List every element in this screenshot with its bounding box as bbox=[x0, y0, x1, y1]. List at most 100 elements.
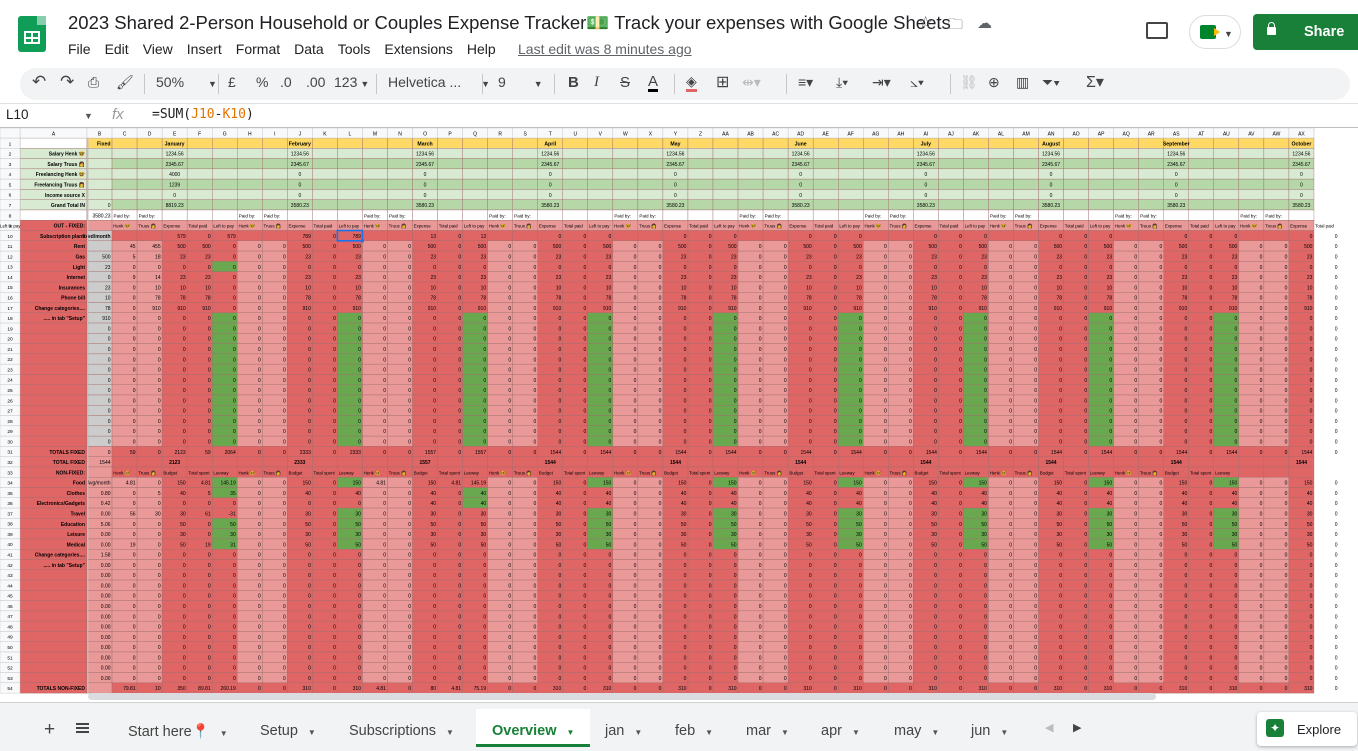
income-value: 1234.56 bbox=[917, 152, 935, 158]
cell bbox=[1263, 168, 1290, 180]
text-rotate-icon[interactable]: ⦣▾ bbox=[910, 74, 924, 90]
fixed-value: 0 bbox=[809, 265, 812, 271]
sheets-logo-icon[interactable] bbox=[18, 16, 46, 52]
font-select[interactable]: Helvetica ... ▼ bbox=[388, 74, 491, 90]
document-title[interactable]: 2023 Shared 2-Person Household or Couple… bbox=[68, 12, 951, 33]
menu-data[interactable]: Data bbox=[294, 41, 324, 57]
align-icon[interactable]: ≡▾ bbox=[798, 74, 814, 90]
nonfixed-value: 0 bbox=[1009, 583, 1012, 589]
nonfixed-value: 0 bbox=[959, 573, 962, 579]
nonfixed-value: 0 bbox=[383, 594, 386, 600]
fixed-value: 0 bbox=[909, 265, 912, 271]
fixed-value: 0 bbox=[508, 440, 511, 446]
menu-help[interactable]: Help bbox=[466, 41, 496, 57]
totals-nonfixed-value: 4.81 bbox=[376, 686, 386, 692]
menu-insert[interactable]: Insert bbox=[186, 41, 222, 57]
nonfixed-value: 0 bbox=[809, 604, 812, 610]
cell bbox=[1188, 189, 1215, 200]
fixed-value: 0 bbox=[584, 378, 587, 384]
cell bbox=[938, 189, 964, 200]
fixed-value: 0 bbox=[959, 347, 962, 353]
filter-icon[interactable]: ⏷▾ bbox=[1042, 74, 1061, 90]
fixed-value: 0 bbox=[558, 265, 561, 271]
chevron-down-icon[interactable]: ▼ bbox=[84, 111, 93, 121]
nonfixed-value: 0 bbox=[458, 511, 461, 517]
paint-format-icon[interactable]: 🖌 bbox=[116, 74, 134, 90]
more-formats-button[interactable]: 123 ▼ bbox=[334, 74, 370, 90]
formula-input[interactable]: =SUM(J10-K10) bbox=[152, 107, 254, 122]
italic-button[interactable]: I bbox=[594, 74, 599, 90]
cell bbox=[1013, 456, 1039, 468]
fixed-value: 0 bbox=[634, 296, 637, 302]
merge-cells-icon[interactable]: ⇹▾ bbox=[742, 74, 761, 90]
nonfixed-value: 0 bbox=[158, 666, 161, 672]
bold-button[interactable]: B bbox=[568, 74, 579, 91]
cell bbox=[337, 456, 363, 468]
cell bbox=[938, 148, 964, 159]
fixed-value: 10 bbox=[556, 285, 562, 291]
nonfixed-value: 0 bbox=[759, 645, 762, 651]
income-value: 1234.56 bbox=[166, 152, 184, 158]
cell bbox=[312, 456, 338, 468]
insert-comment-icon[interactable]: ⊕ bbox=[988, 74, 1000, 90]
redo-icon[interactable]: ↷ bbox=[60, 72, 75, 91]
undo-icon[interactable]: ↶ bbox=[32, 72, 47, 91]
nonfixed-value: 0 bbox=[1059, 614, 1062, 620]
strikethrough-button[interactable]: S bbox=[620, 74, 631, 91]
insert-link-icon[interactable]: ⛓ bbox=[960, 74, 978, 90]
fixed-value: 0 bbox=[1184, 326, 1187, 332]
cell bbox=[787, 209, 814, 221]
menu-file[interactable]: File bbox=[68, 41, 91, 57]
fixed-value: 78 bbox=[180, 296, 186, 302]
font-size-select[interactable]: 9 ▼ bbox=[498, 74, 543, 90]
menu-tools[interactable]: Tools bbox=[337, 41, 371, 57]
fixed-value: 0 bbox=[308, 326, 311, 332]
move-folder-icon[interactable]: 🗀 bbox=[948, 16, 964, 33]
nonfixed-value: 0 bbox=[1034, 645, 1037, 651]
spreadsheet-grid[interactable]: A B C D E F G H I J K L M N O P Q R S T U V W X Y Z AA AB AC AD AE AF AG… bbox=[0, 128, 1358, 702]
text-wrap-icon[interactable]: ⇥▾ bbox=[872, 74, 891, 90]
cell bbox=[1113, 199, 1139, 211]
insert-chart-icon[interactable]: ▥ bbox=[1016, 74, 1030, 90]
nonfixed-value: 0 bbox=[634, 666, 637, 672]
name-box[interactable]: L10 bbox=[6, 107, 29, 122]
income-value: 2345.67 bbox=[1042, 162, 1060, 168]
decrease-decimal-button[interactable]: .0 bbox=[280, 74, 292, 90]
fixed-value: 0 bbox=[283, 388, 286, 394]
nonfixed-value: 30 bbox=[1056, 511, 1062, 517]
comment-history-icon[interactable] bbox=[1146, 22, 1168, 39]
cloud-status-icon[interactable]: ☁ bbox=[977, 15, 992, 32]
fill-color-icon[interactable]: ◈ bbox=[686, 74, 697, 92]
zoom-select[interactable]: 50% ▼ bbox=[156, 74, 217, 90]
percent-format-button[interactable]: % bbox=[256, 74, 269, 90]
menu-extensions[interactable]: Extensions bbox=[384, 41, 453, 57]
print-icon[interactable]: ⎙ bbox=[88, 74, 100, 90]
vertical-align-icon[interactable]: ⤓▾ bbox=[836, 74, 849, 90]
fixed-value: 23 bbox=[731, 254, 737, 260]
nonfixed-value: 0 bbox=[859, 666, 862, 672]
fixed-value: 0 bbox=[233, 419, 236, 425]
fixed-value: 23 bbox=[205, 254, 211, 260]
nonfixed-value: 0 bbox=[784, 491, 787, 497]
currency-format-button[interactable]: £ bbox=[228, 74, 236, 90]
increase-decimal-button[interactable]: .00 bbox=[306, 74, 326, 90]
star-icon[interactable]: ☆ bbox=[918, 13, 934, 32]
meet-button[interactable]: ▼ bbox=[1189, 15, 1241, 49]
fixed-value: 0 bbox=[208, 409, 211, 415]
text-color-button[interactable]: A bbox=[648, 73, 659, 92]
menu-edit[interactable]: Edit bbox=[104, 41, 129, 57]
fixed-value: 0 bbox=[1109, 347, 1112, 353]
menu-view[interactable]: View bbox=[142, 41, 173, 57]
menu-format[interactable]: Format bbox=[235, 41, 281, 57]
fixed-value: 0 bbox=[1210, 337, 1213, 343]
fixed-value: 0 bbox=[458, 254, 461, 260]
last-edit-link[interactable]: Last edit was 8 minutes ago bbox=[518, 41, 692, 57]
fixed-value: 0 bbox=[233, 368, 236, 374]
borders-icon[interactable]: ⊞ bbox=[716, 74, 730, 91]
cell bbox=[1263, 158, 1290, 170]
cell bbox=[1063, 209, 1089, 221]
share-button[interactable]: Share bbox=[1253, 14, 1358, 50]
functions-icon[interactable]: Σ▾ bbox=[1086, 74, 1104, 91]
fixed-value: 0 bbox=[183, 398, 186, 404]
fixed-value: 0 bbox=[659, 429, 662, 435]
